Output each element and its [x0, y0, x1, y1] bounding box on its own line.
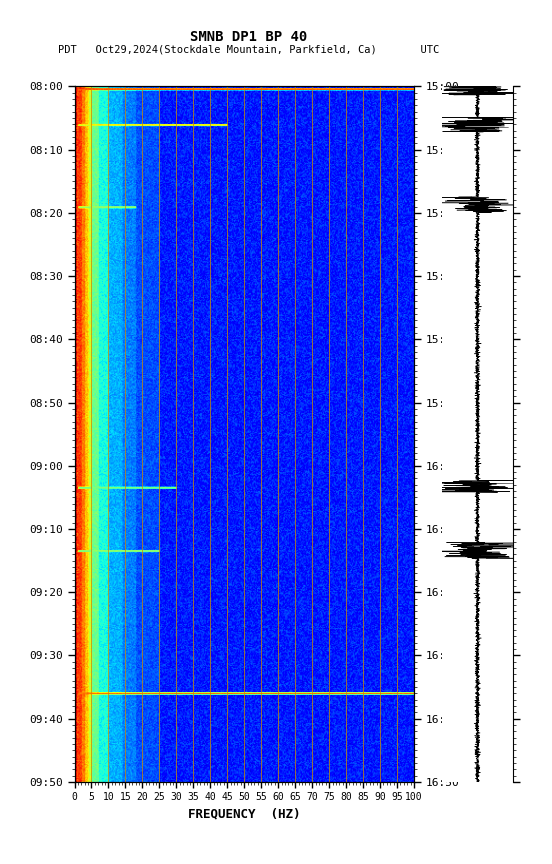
Text: PDT   Oct29,2024(Stockdale Mountain, Parkfield, Ca)       UTC: PDT Oct29,2024(Stockdale Mountain, Parkf… [58, 45, 439, 55]
Text: SMNB DP1 BP 40: SMNB DP1 BP 40 [190, 30, 307, 44]
X-axis label: FREQUENCY  (HZ): FREQUENCY (HZ) [188, 808, 300, 821]
